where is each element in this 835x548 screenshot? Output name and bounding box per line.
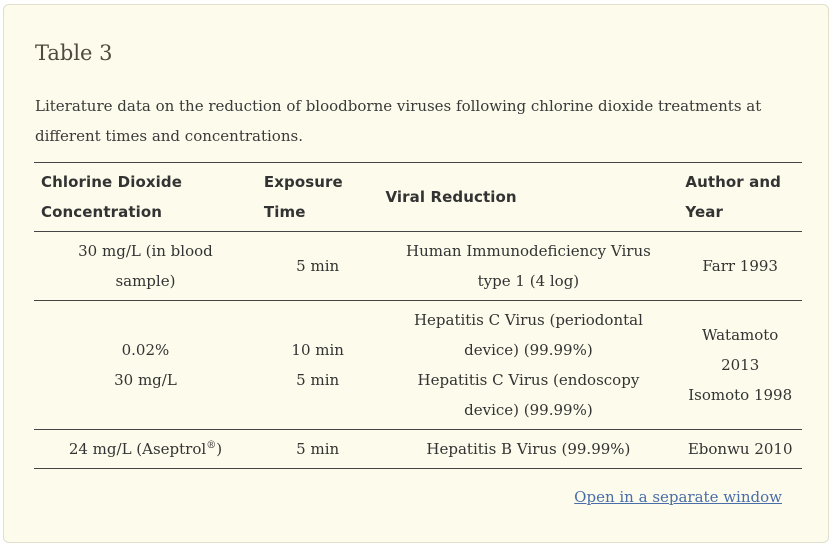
cell-concentration: 30 mg/L (in blood sample) bbox=[34, 231, 257, 301]
cell-reduction: Hepatitis C Virus (periodontal device) (… bbox=[378, 300, 679, 430]
cell-author: Farr 1993 bbox=[678, 231, 802, 301]
table-row: 0.02% 30 mg/L 10 min 5 min Hepatitis C V… bbox=[34, 300, 802, 430]
table-row: 24 mg/L (Aseptrol®) 5 min Hepatitis B Vi… bbox=[34, 429, 802, 469]
table-caption: Literature data on the reduction of bloo… bbox=[35, 97, 762, 145]
table-row: 30 mg/L (in blood sample) 5 min Human Im… bbox=[34, 231, 802, 301]
data-table: Chlorine Dioxide Concentration Exposure … bbox=[34, 162, 802, 469]
table-panel: Table 3 Literature data on the reduction… bbox=[3, 4, 829, 543]
cell-concentration: 0.02% 30 mg/L bbox=[34, 300, 257, 430]
cell-author: Ebonwu 2010 bbox=[678, 429, 802, 469]
header-reduction: Viral Reduction bbox=[378, 162, 679, 232]
registered-mark: ® bbox=[206, 440, 217, 451]
header-time: Exposure Time bbox=[256, 162, 379, 232]
cell-reduction: Hepatitis B Virus (99.99%) bbox=[378, 429, 679, 469]
header-author: Author and Year bbox=[678, 162, 802, 232]
header-concentration: Chlorine Dioxide Concentration bbox=[34, 162, 257, 232]
open-separate-window-link[interactable]: Open in a separate window bbox=[574, 488, 782, 506]
cell-time: 5 min bbox=[256, 231, 379, 301]
cell-time: 10 min 5 min bbox=[256, 300, 379, 430]
header-row: Chlorine Dioxide Concentration Exposure … bbox=[34, 162, 802, 232]
table-title: Table 3 bbox=[35, 41, 113, 65]
cell-time: 5 min bbox=[256, 429, 379, 469]
cell-concentration: 24 mg/L (Aseptrol®) bbox=[34, 429, 257, 469]
cell-reduction: Human Immunodeficiency Virus type 1 (4 l… bbox=[378, 231, 679, 301]
cell-author: Watamoto 2013 Isomoto 1998 bbox=[678, 300, 802, 430]
